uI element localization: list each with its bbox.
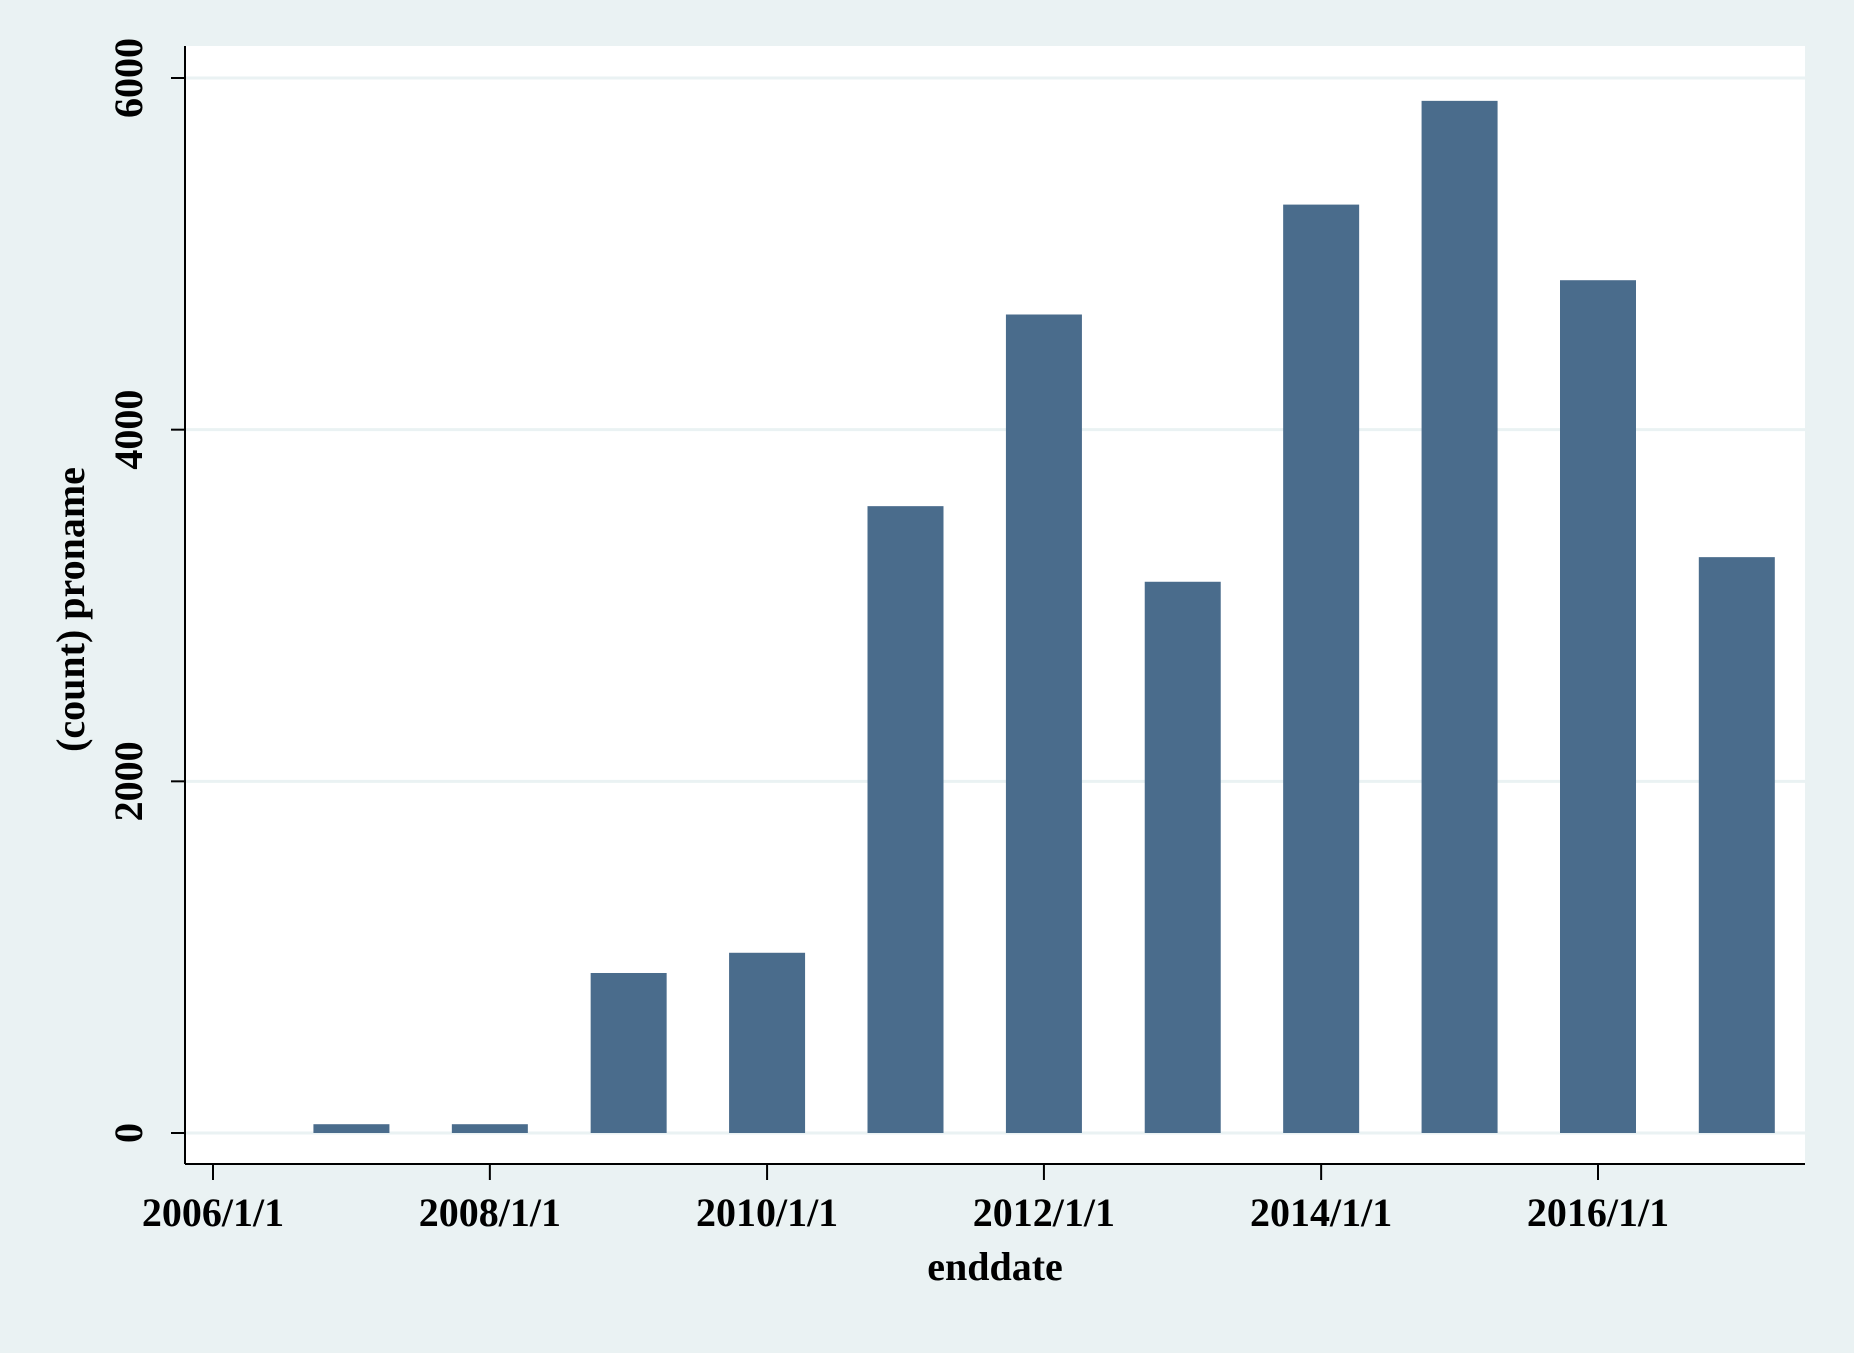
axes bbox=[171, 46, 1805, 1180]
y-tick-label: 2000 bbox=[106, 741, 151, 821]
bar bbox=[729, 952, 806, 1133]
y-tick-label: 6000 bbox=[106, 38, 151, 118]
bar bbox=[1144, 581, 1221, 1133]
y-tick-label: 0 bbox=[106, 1123, 151, 1143]
bar bbox=[1560, 280, 1636, 1133]
bars bbox=[313, 100, 1775, 1134]
x-tick-label: 2016/1/1 bbox=[1527, 1190, 1669, 1235]
bar bbox=[1005, 314, 1082, 1133]
bar bbox=[590, 972, 667, 1133]
bar bbox=[1283, 204, 1360, 1134]
y-axis-title: (count) proname bbox=[48, 467, 93, 752]
x-tick-label: 2008/1/1 bbox=[419, 1190, 561, 1235]
bar bbox=[867, 506, 944, 1133]
x-tick-label: 2006/1/1 bbox=[142, 1190, 284, 1235]
x-tick-label: 2010/1/1 bbox=[696, 1190, 838, 1235]
x-axis-title: enddate bbox=[927, 1244, 1063, 1289]
bar bbox=[313, 1124, 390, 1133]
x-tick-label: 2014/1/1 bbox=[1250, 1190, 1392, 1235]
y-tick-label: 4000 bbox=[106, 390, 151, 470]
tick-labels: 0 2000 4000 6000 2006/1/1 2008/1/1 2010/1/1 201… bbox=[106, 38, 1669, 1235]
plot-area bbox=[185, 46, 1805, 1164]
bar bbox=[1421, 100, 1498, 1134]
bar bbox=[1698, 557, 1775, 1133]
x-tick-label: 2012/1/1 bbox=[973, 1190, 1115, 1235]
bar bbox=[451, 1124, 528, 1133]
